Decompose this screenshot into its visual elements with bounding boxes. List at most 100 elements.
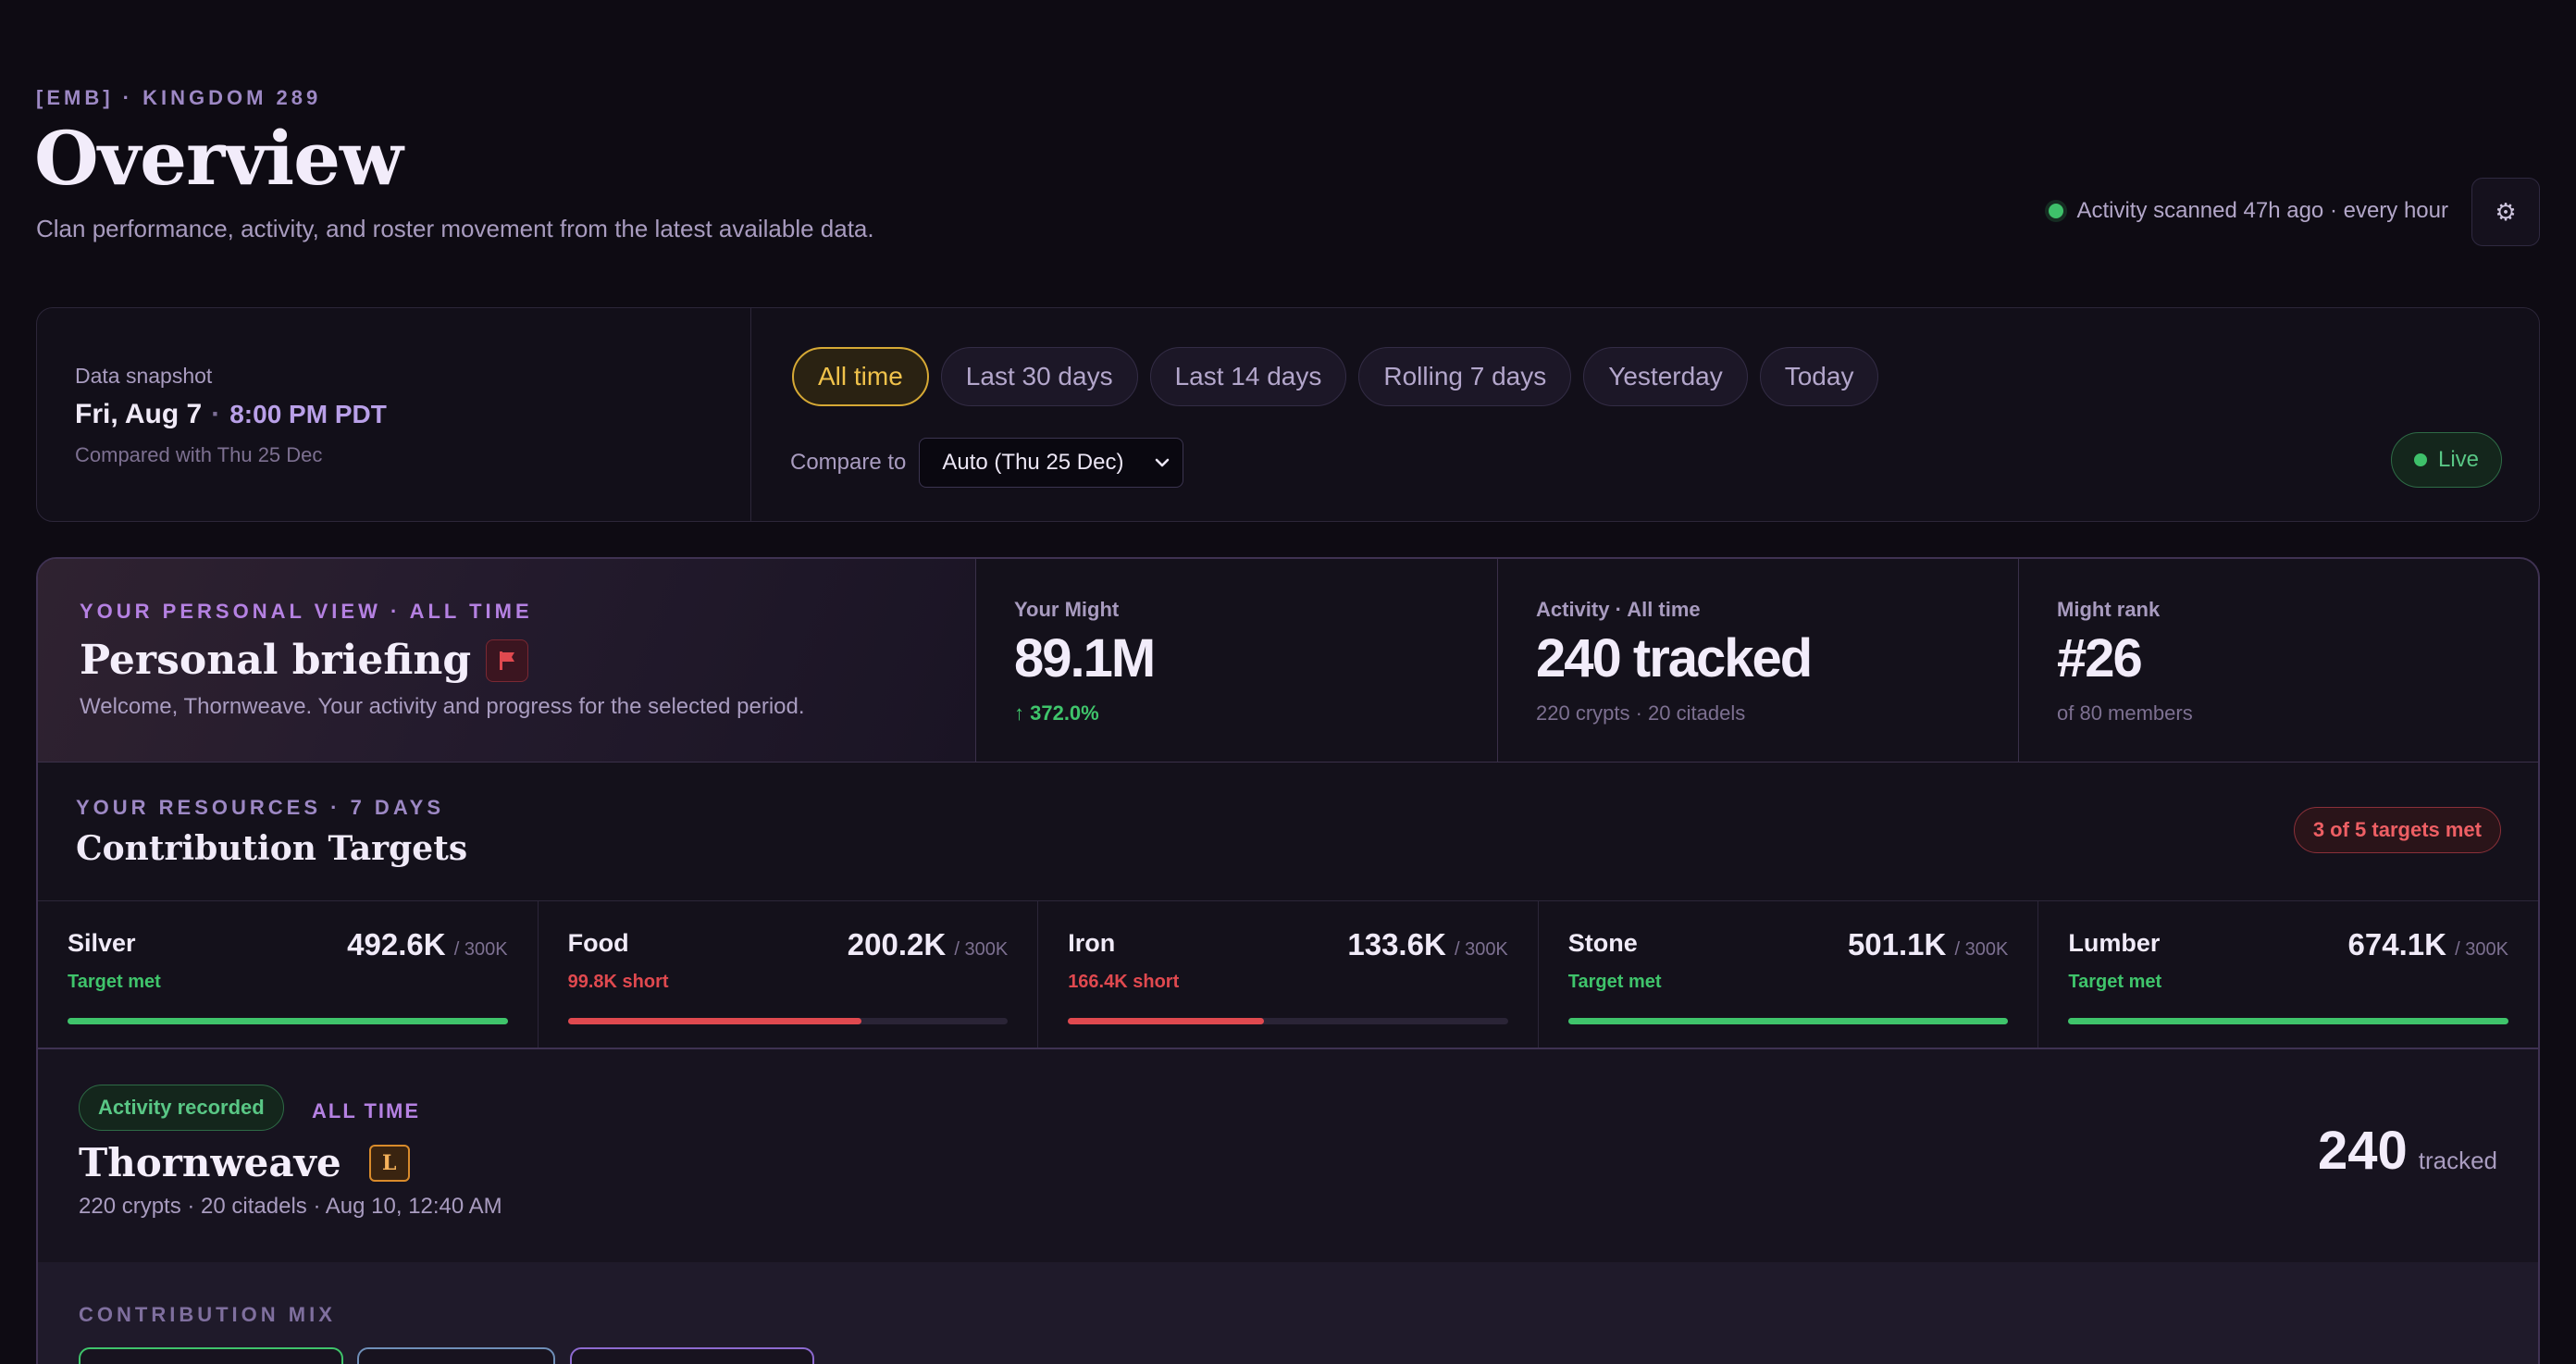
resource-value: 200.2K: [847, 927, 947, 961]
resource-value-row: 133.6K / 300K: [1347, 927, 1507, 962]
activity-stat: Activity · All time 240 tracked 220 cryp…: [1497, 559, 2018, 763]
might-value: 89.1M: [1014, 628, 1156, 688]
briefing-title-row: Personal briefing: [80, 637, 529, 684]
resource-tile: Iron 166.4K short 133.6K / 300K: [1038, 901, 1539, 1048]
status-dot-icon: [2049, 204, 2064, 218]
might-label: Your Might: [1014, 598, 1120, 621]
snapshot-time: 8:00 PM PDT: [229, 400, 387, 428]
resource-value-row: 492.6K / 300K: [347, 927, 507, 962]
resource-progress-fill: [1068, 1018, 1264, 1024]
resource-progress-bar: [68, 1018, 508, 1024]
activity-row: Activity recorded ALL TIME Thornweave L …: [38, 1049, 2538, 1262]
range-chip[interactable]: Rolling 7 days: [1358, 347, 1572, 406]
activity-count-number: 240: [2317, 1121, 2408, 1181]
page-title: Overview: [34, 115, 403, 202]
range-tabs: All time Last 30 days Last 14 days Rolli…: [792, 347, 1879, 406]
range-chip[interactable]: Yesterday: [1583, 347, 1748, 406]
resource-progress-bar: [1567, 1018, 2009, 1024]
range-chip[interactable]: Last 14 days: [1149, 347, 1347, 406]
range-chip[interactable]: Today: [1759, 347, 1879, 406]
resource-tile: Stone Target met 501.1K / 300K: [1539, 901, 2039, 1048]
resource-value: 674.1K: [2347, 927, 2446, 961]
resource-progress-fill: [1567, 1018, 2009, 1024]
mix-label: CONTRIBUTION MIX: [79, 1303, 336, 1326]
rank-value: #26: [2057, 628, 2143, 688]
resources-title: Contribution Targets: [76, 829, 468, 868]
resource-name: Food: [567, 929, 629, 957]
compare-row: Compare to Auto (Thu 25 Dec): [790, 438, 1184, 488]
briefing-kicker: YOUR PERSONAL VIEW · ALL TIME: [80, 600, 533, 623]
resource-progress-bar: [1068, 1018, 1508, 1024]
range-chip[interactable]: All time: [792, 347, 929, 406]
contribution-mix: CONTRIBUTION MIX: [38, 1262, 2538, 1364]
flag-icon: [486, 639, 529, 682]
resource-target: / 300K: [2455, 939, 2508, 960]
resource-value-row: 501.1K / 300K: [1848, 927, 2008, 962]
might-change: ↑ 372.0%: [1014, 701, 1099, 725]
resource-target: / 300K: [954, 939, 1009, 960]
might-stat: Your Might 89.1M ↑ 372.0%: [976, 559, 1497, 763]
compare-label: Compare to: [790, 450, 907, 475]
personal-briefing: YOUR PERSONAL VIEW · ALL TIME Personal b…: [38, 559, 976, 763]
personal-card: YOUR PERSONAL VIEW · ALL TIME Personal b…: [36, 557, 2540, 1364]
briefing-title: Personal briefing: [80, 637, 472, 684]
activity-count-unit: tracked: [2418, 1147, 2497, 1174]
live-badge: Live: [2390, 432, 2502, 488]
mix-pill[interactable]: [570, 1347, 814, 1364]
live-dot-icon: [2413, 453, 2427, 466]
compare-select[interactable]: Auto (Thu 25 Dec): [919, 438, 1184, 488]
member-rank-badge: L: [368, 1144, 410, 1182]
resource-target: / 300K: [453, 939, 508, 960]
resource-value: 492.6K: [347, 927, 446, 961]
snapshot-label: Data snapshot: [75, 364, 213, 388]
snapshot-datetime: Fri, Aug 7 · 8:00 PM PDT: [75, 399, 387, 430]
settings-button[interactable]: ⚙: [2471, 178, 2540, 246]
mix-pill[interactable]: [357, 1347, 555, 1364]
resource-value-row: 674.1K / 300K: [2348, 927, 2508, 962]
page-subtitle: Clan performance, activity, and roster m…: [36, 215, 874, 242]
resource-progress-bar: [2068, 1018, 2508, 1024]
snapshot-compared: Compared with Thu 25 Dec: [75, 443, 323, 466]
member-meta: 220 crypts · 20 citadels · Aug 10, 12:40…: [79, 1194, 502, 1219]
activity-value: 240 tracked: [1536, 628, 1813, 688]
rank-stat: Might rank #26 of 80 members: [2018, 559, 2538, 763]
activity-recorded-badge: Activity recorded: [79, 1085, 284, 1131]
resource-name: Lumber: [2068, 929, 2161, 957]
member-name: Thornweave: [79, 1140, 341, 1185]
resource-tile: Food 99.8K short 200.2K / 300K: [539, 901, 1039, 1048]
snapshot-date: Fri, Aug 7: [75, 399, 203, 429]
resource-value-row: 200.2K / 300K: [848, 927, 1008, 962]
resource-tile: Silver Target met 492.6K / 300K: [38, 901, 539, 1048]
resource-tiles: Silver Target met 492.6K / 300K Food 99.…: [38, 901, 2538, 1049]
activity-sub: 220 crypts · 20 citadels: [1536, 701, 1746, 725]
activity-count: 240 tracked: [2318, 1120, 2497, 1182]
resource-status: Target met: [2068, 972, 2162, 992]
resource-status: 99.8K short: [567, 972, 669, 992]
activity-label: Activity · All time: [1536, 598, 1701, 621]
resource-tile: Lumber Target met 674.1K / 300K: [2038, 901, 2538, 1048]
resource-value: 501.1K: [1847, 927, 1947, 961]
resource-progress-fill: [567, 1018, 861, 1024]
range-chip[interactable]: Last 30 days: [940, 347, 1138, 406]
briefing-subtitle: Welcome, Thornweave. Your activity and p…: [80, 694, 805, 719]
rank-sub: of 80 members: [2057, 701, 2193, 725]
kingdom-kicker: [EMB] · KINGDOM 289: [36, 86, 322, 109]
resource-progress-fill: [68, 1018, 508, 1024]
resource-status: 166.4K short: [1068, 972, 1180, 992]
resource-name: Stone: [1567, 929, 1638, 957]
data-snapshot: Data snapshot Fri, Aug 7 · 8:00 PM PDT Com…: [37, 308, 751, 521]
resource-progress-fill: [2068, 1018, 2508, 1024]
live-label: Live: [2437, 447, 2479, 472]
resource-name: Iron: [1068, 929, 1116, 957]
member-name-row: Thornweave L: [79, 1140, 410, 1185]
scan-status: Activity scanned 47h ago · every hour: [2049, 198, 2448, 224]
resource-target: / 300K: [1454, 939, 1508, 960]
resource-status: Target met: [1567, 972, 1662, 992]
resource-target: / 300K: [1954, 939, 2009, 960]
resource-name: Silver: [68, 929, 136, 957]
gear-icon: ⚙: [2495, 197, 2517, 226]
filter-panel: Data snapshot Fri, Aug 7 · 8:00 PM PDT Com…: [36, 307, 2540, 522]
resource-value: 133.6K: [1347, 927, 1446, 961]
scan-status-text: Activity scanned 47h ago · every hour: [2076, 198, 2448, 223]
mix-pill[interactable]: [79, 1347, 343, 1364]
